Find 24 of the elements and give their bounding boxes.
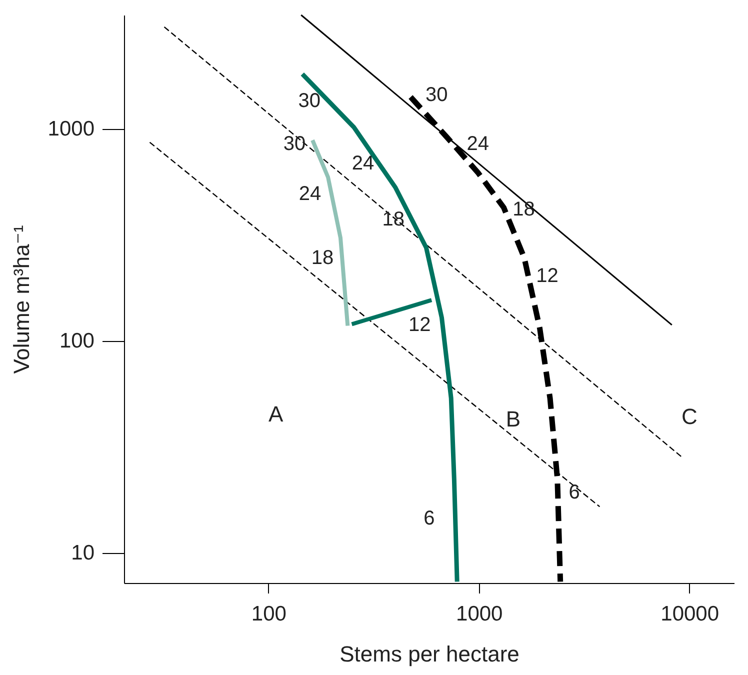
annotation: 12 — [408, 314, 431, 336]
annotation: 24 — [298, 183, 322, 206]
annotation: 30 — [283, 133, 306, 156]
annotation: 12 — [536, 264, 558, 287]
annotation: B — [506, 406, 521, 432]
y-axis-title: Volume m³ha⁻¹ — [8, 225, 34, 374]
annotation: A — [268, 401, 284, 426]
annotation: 30 — [298, 90, 320, 112]
annotation: 6 — [424, 508, 435, 530]
annotation: 6 — [568, 482, 580, 504]
annotation: 24 — [466, 133, 490, 156]
annotation: 24 — [352, 152, 374, 174]
x-tick-label: 10000 — [660, 602, 720, 626]
x-tick-label: 100 — [251, 602, 286, 626]
x-tick-label: 1000 — [456, 602, 503, 626]
annotation: 18 — [311, 246, 334, 269]
annotation: 18 — [382, 208, 404, 230]
annotation: C — [682, 404, 698, 430]
x-axis-title: Stems per hectare — [340, 642, 520, 666]
annotation: 30 — [426, 84, 448, 106]
y-tick-label: 1000 — [48, 118, 94, 141]
y-tick-label: 100 — [59, 329, 94, 352]
annotation: 18 — [512, 198, 535, 220]
y-tick-label: 10 — [71, 541, 94, 564]
